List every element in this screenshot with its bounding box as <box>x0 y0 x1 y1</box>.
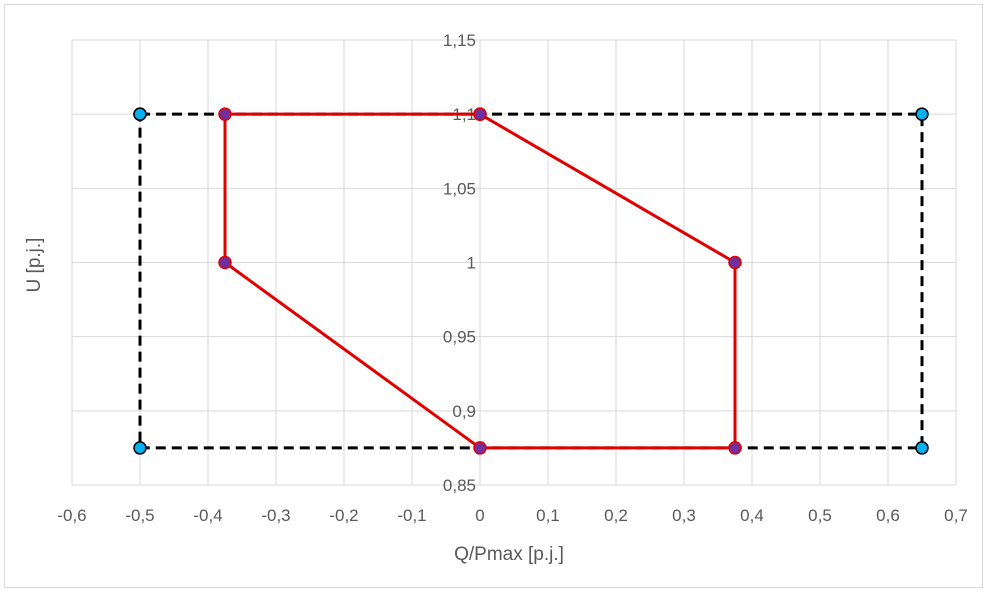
y-tick-label: 0,85 <box>443 476 476 495</box>
x-tick-label: -0,6 <box>57 506 86 525</box>
series-2-point <box>473 107 487 121</box>
series-1-point <box>915 107 929 121</box>
x-axis-title: Q/Pmax [p.j.] <box>454 544 564 565</box>
series-1-point <box>133 441 147 455</box>
y-tick-label: 0,9 <box>452 402 476 421</box>
x-tick-label: -0,3 <box>261 506 290 525</box>
y-tick-label: 0,95 <box>443 328 476 347</box>
grid-layer <box>71 39 957 486</box>
y-tick-label: 1,05 <box>443 179 476 198</box>
x-tick-label: 0 <box>475 506 484 525</box>
x-tick-label: -0,1 <box>397 506 426 525</box>
series-1-line <box>138 112 924 450</box>
x-tick-label: -0,4 <box>193 506 222 525</box>
x-tick-label: 0,4 <box>740 506 764 525</box>
series-2-point <box>728 441 742 455</box>
x-tick-label: 0,2 <box>604 506 628 525</box>
x-tick-label: -0,2 <box>329 506 358 525</box>
x-tick-label: 0,1 <box>536 506 560 525</box>
series-1-point <box>915 441 929 455</box>
y-axis-title: U [p.j.] <box>24 238 45 293</box>
series-2-point <box>728 255 742 270</box>
x-tick-label: 0,5 <box>808 506 832 525</box>
y-tick-label: 1 <box>467 254 476 273</box>
series-layer <box>133 107 929 455</box>
y-tick-label: 1,15 <box>443 31 476 50</box>
series-2-point <box>218 255 232 270</box>
x-tick-label: 0,3 <box>672 506 696 525</box>
x-tick-label: 0,6 <box>876 506 900 525</box>
series-1-point <box>133 107 147 121</box>
x-tick-label: -0,5 <box>125 506 154 525</box>
tick-labels: -0,6 -0,5 -0,4 -0,3 -0,2 -0,1 0 0,1 0,2 0,3 0,4 0,5… <box>57 31 967 525</box>
series-2-point <box>473 441 487 455</box>
x-tick-label: 0,7 <box>944 506 968 525</box>
series-2-point <box>218 107 232 121</box>
